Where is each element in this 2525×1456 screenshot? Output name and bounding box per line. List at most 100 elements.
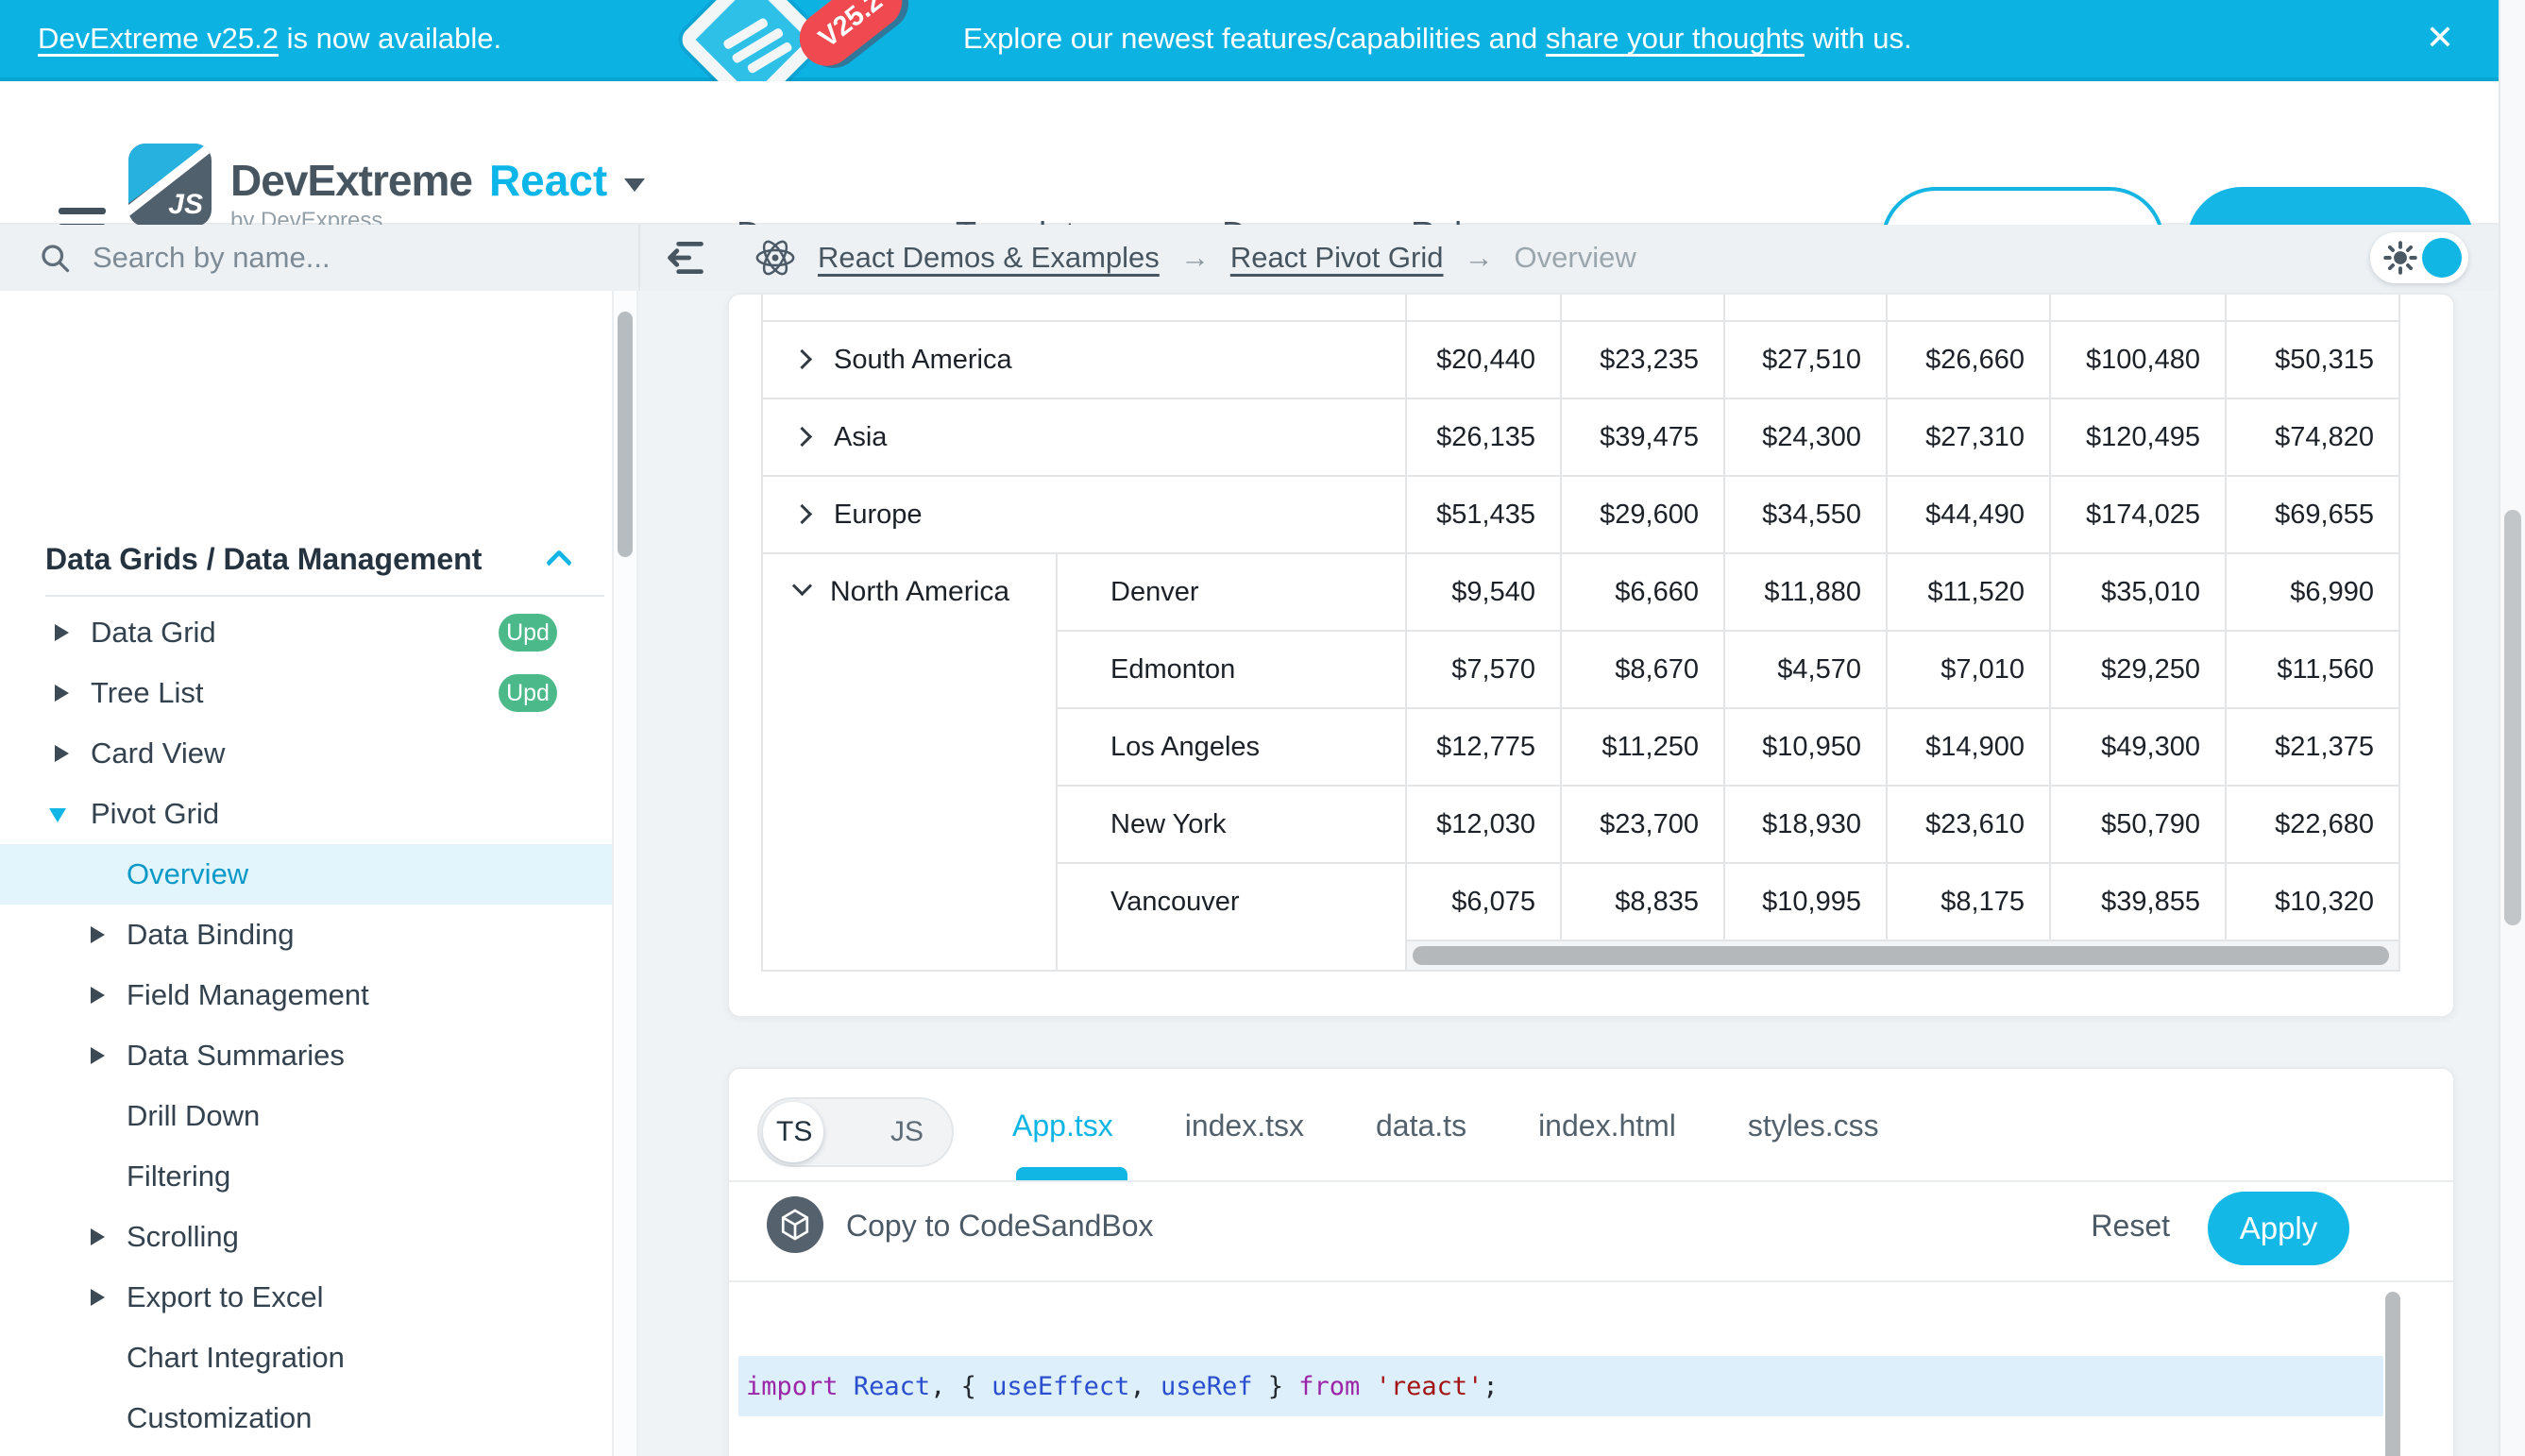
cell[interactable]: $9,540 [1405, 552, 1562, 632]
sidebar-item-data-grid[interactable]: Data Grid Upd [0, 602, 612, 663]
cell[interactable]: $27,310 [1886, 398, 2051, 477]
cell[interactable]: $18,930 [1723, 785, 1888, 864]
cell[interactable]: $100,480 [2049, 320, 2227, 399]
tab-index-html[interactable]: index.html [1538, 1108, 1676, 1143]
language-option-js[interactable]: JS [890, 1116, 924, 1147]
cell[interactable]: $22,680 [2225, 785, 2400, 864]
sidebar-scrollbar-thumb[interactable] [618, 312, 633, 557]
codesandbox-icon[interactable] [767, 1196, 823, 1253]
sidebar-item-drill-down[interactable]: Drill Down [127, 1099, 261, 1132]
sidebar-item-data-summaries[interactable]: Data Summaries [0, 1025, 612, 1086]
banner-version-link[interactable]: DevExtreme v25.2 [38, 22, 279, 55]
tab-index-tsx[interactable]: index.tsx [1184, 1108, 1304, 1143]
cell[interactable]: $12,030 [1405, 785, 1562, 864]
row-header-expandable[interactable]: Europe [761, 475, 1407, 554]
cell[interactable]: $39,855 [2049, 862, 2227, 941]
sidebar-section-data-grids[interactable]: Data Grids / Data Management [0, 529, 612, 589]
cell[interactable]: $8,835 [1560, 862, 1725, 941]
row-header-expandable[interactable]: Asia [761, 398, 1407, 477]
brand-block[interactable]: DevExtreme React by DevExpress [230, 155, 646, 234]
cell[interactable]: $7,010 [1886, 630, 2051, 709]
sidebar-item-data-binding[interactable]: Data Binding [0, 905, 612, 965]
cell[interactable]: $27,510 [1723, 320, 1888, 399]
cell[interactable]: $11,880 [1723, 552, 1888, 632]
row-header-new-york[interactable]: New York [1056, 785, 1407, 864]
reset-button[interactable]: Reset [2091, 1209, 2170, 1243]
cell[interactable]: $24,300 [1723, 398, 1888, 477]
sidebar-item-overview[interactable]: Overview [0, 844, 612, 905]
cell[interactable]: $11,520 [1886, 552, 2051, 632]
cell[interactable]: $26,660 [1886, 320, 2051, 399]
cell[interactable]: $74,820 [2225, 398, 2400, 477]
cell[interactable]: $6,660 [1560, 552, 1725, 632]
sidebar-item-tree-list[interactable]: Tree List Upd [0, 663, 612, 723]
breadcrumb-demos-link[interactable]: React Demos & Examples [818, 241, 1160, 274]
sidebar-item-card-view[interactable]: Card View [0, 723, 612, 784]
row-header-vancouver[interactable]: Vancouver [1056, 862, 1407, 940]
breadcrumb-pivotgrid-link[interactable]: React Pivot Grid [1229, 241, 1444, 274]
cell[interactable]: $29,250 [2049, 630, 2227, 709]
cell[interactable]: $20,440 [1405, 320, 1562, 399]
copy-to-codesandbox-button[interactable]: Copy to CodeSandBox [846, 1209, 1154, 1243]
row-header-expandable[interactable]: South America [761, 320, 1407, 399]
sidebar-item-chart-integration[interactable]: Chart Integration [127, 1341, 345, 1374]
sidebar-item-state-persistence[interactable]: State Persistence [0, 1448, 612, 1456]
cell[interactable]: $23,700 [1560, 785, 1725, 864]
cell[interactable]: $11,560 [2225, 630, 2400, 709]
sidebar-item-customization[interactable]: Customization [127, 1401, 313, 1434]
cell[interactable]: $8,175 [1886, 862, 2051, 941]
row-header-los-angeles[interactable]: Los Angeles [1056, 707, 1407, 787]
cell[interactable]: $174,025 [2049, 475, 2227, 554]
cell[interactable]: $35,010 [2049, 552, 2227, 632]
sidebar-scrollbar[interactable] [612, 291, 638, 1456]
horizontal-scrollbar-thumb[interactable] [1413, 946, 2389, 965]
cell[interactable]: $120,495 [2049, 398, 2227, 477]
cell[interactable]: $12,775 [1405, 707, 1562, 787]
tab-app-tsx[interactable]: App.tsx [1012, 1108, 1113, 1143]
sidebar-item-scrolling[interactable]: Scrolling [0, 1207, 612, 1267]
tab-data-ts[interactable]: data.ts [1376, 1108, 1467, 1143]
cell[interactable]: $10,320 [2225, 862, 2400, 941]
theme-toggle[interactable] [2370, 232, 2468, 283]
cell[interactable]: $50,315 [2225, 320, 2400, 399]
sidebar-item-filtering[interactable]: Filtering [127, 1160, 231, 1193]
row-header-north-america[interactable]: North America [761, 552, 1058, 972]
cell[interactable]: $34,550 [1723, 475, 1888, 554]
cell[interactable]: $21,375 [2225, 707, 2400, 787]
row-header-denver[interactable]: Denver [1056, 552, 1407, 632]
cell[interactable]: $11,250 [1560, 707, 1725, 787]
sidebar-item-field-management[interactable]: Field Management [0, 965, 612, 1025]
framework-dropdown-caret-icon[interactable] [624, 178, 646, 192]
horizontal-scrollbar[interactable] [1407, 941, 2398, 970]
cell[interactable]: $7,570 [1405, 630, 1562, 709]
cell[interactable]: $23,235 [1560, 320, 1725, 399]
tab-styles-css[interactable]: styles.css [1747, 1108, 1879, 1143]
cell[interactable]: $49,300 [2049, 707, 2227, 787]
cell[interactable]: $10,950 [1723, 707, 1888, 787]
language-toggle[interactable]: TS JS [757, 1097, 954, 1167]
cell[interactable]: $26,135 [1405, 398, 1562, 477]
share-thoughts-link[interactable]: share your thoughts [1545, 22, 1805, 55]
page-scrollbar-thumb[interactable] [2504, 510, 2521, 925]
sidebar-item-pivot-grid[interactable]: Pivot Grid [0, 784, 612, 844]
cell[interactable]: $10,995 [1723, 862, 1888, 941]
cell[interactable]: $50,790 [2049, 785, 2227, 864]
row-header-edmonton[interactable]: Edmonton [1056, 630, 1407, 709]
devextreme-js-logo[interactable]: JS [128, 144, 212, 227]
cell[interactable]: $69,655 [2225, 475, 2400, 554]
cell[interactable]: $6,075 [1405, 862, 1562, 941]
sidebar-item-export-to-excel[interactable]: Export to Excel [0, 1267, 612, 1328]
cell[interactable]: $23,610 [1886, 785, 2051, 864]
cell[interactable]: $51,435 [1405, 475, 1562, 554]
cell[interactable]: $14,900 [1886, 707, 2051, 787]
code-scrollbar-thumb[interactable] [2385, 1292, 2400, 1456]
search-input[interactable] [93, 241, 584, 275]
banner-close-icon[interactable]: ✕ [2425, 18, 2454, 57]
cell[interactable]: $4,570 [1723, 630, 1888, 709]
cell[interactable]: $6,990 [2225, 552, 2400, 632]
apply-button[interactable]: Apply [2208, 1192, 2349, 1265]
code-editor[interactable]: import React, { useEffect, useRef } from… [729, 1282, 2453, 1456]
cell[interactable]: $39,475 [1560, 398, 1725, 477]
cell[interactable]: $44,490 [1886, 475, 2051, 554]
page-scrollbar[interactable] [2499, 0, 2525, 1456]
